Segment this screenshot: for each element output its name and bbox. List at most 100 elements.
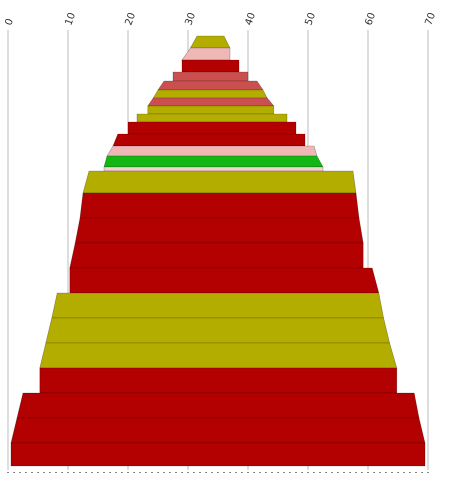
bottom-axis-mark — [409, 472, 411, 473]
pyramid-band — [69, 242, 364, 269]
bottom-axis-mark — [169, 472, 171, 473]
pyramid-band — [181, 47, 231, 61]
pyramid-band — [10, 442, 426, 467]
pyramid-band — [112, 133, 306, 147]
bottom-axis-mark — [121, 472, 123, 473]
x-tick-label-60: 60 — [363, 11, 378, 27]
bottom-axis-mark — [187, 472, 189, 473]
bottom-axis-mark — [331, 472, 333, 473]
pyramid-band — [189, 35, 231, 49]
bottom-axis-mark — [217, 472, 219, 473]
bottom-axis-mark — [265, 472, 267, 473]
bottom-axis-mark — [115, 472, 117, 473]
bottom-axis-mark — [97, 472, 99, 473]
bottom-axis-mark — [157, 472, 159, 473]
pyramid-band — [74, 217, 364, 244]
pyramid-band — [39, 367, 398, 394]
bottom-axis-mark — [199, 472, 201, 473]
bottom-axis-mark — [391, 472, 393, 473]
bottom-axis-mark — [319, 472, 321, 473]
tick-label-layer: 0 10 20 30 40 50 60 70 — [3, 11, 438, 27]
x-tick-label-50: 50 — [303, 11, 318, 27]
bottom-axis-mark — [7, 472, 9, 473]
bottom-axis-mark — [223, 472, 225, 473]
bottom-axis-mark — [241, 472, 243, 473]
x-tick-label-10: 10 — [63, 11, 78, 27]
pyramid-band — [172, 71, 249, 82]
bottom-axis-mark — [295, 472, 297, 473]
pyramid-band — [103, 155, 324, 168]
band-layer — [10, 35, 426, 467]
x-tick-label-0: 0 — [3, 17, 16, 27]
bottom-axis-mark — [397, 472, 399, 473]
pyramid-band — [79, 192, 360, 219]
bottom-axis-mark — [151, 472, 153, 473]
pyramid-band — [10, 417, 426, 444]
bottom-axis-mark — [37, 472, 39, 473]
bottom-axis-mark — [403, 472, 405, 473]
bottom-axis-mark — [127, 472, 129, 473]
bottom-axis-mark — [55, 472, 57, 473]
bottom-axis-mark — [85, 472, 87, 473]
bottom-axis-mark — [373, 472, 375, 473]
pyramid-band — [39, 342, 398, 369]
bottom-axis-mark — [427, 472, 429, 473]
bottom-axis-mark — [307, 472, 309, 473]
x-tick-label-20: 20 — [123, 11, 138, 27]
pyramid-band — [103, 166, 324, 172]
pyramid-band — [152, 89, 268, 99]
bottom-axis-mark — [277, 472, 279, 473]
bottom-axis-mark — [349, 472, 351, 473]
pyramid-band — [127, 121, 297, 135]
bottom-axis-mark — [235, 472, 237, 473]
pyramid-band — [45, 317, 390, 344]
bottom-axis-mark — [67, 472, 69, 473]
bottom-axis-mark — [25, 472, 27, 473]
bottom-axis-mark — [79, 472, 81, 473]
bottom-axis-mark — [421, 472, 423, 473]
bottom-axis-mark — [415, 472, 417, 473]
bottom-axis-mark — [211, 472, 213, 473]
pyramid-band — [147, 97, 275, 107]
pyramid-band — [181, 59, 240, 73]
bottom-axis-mark — [289, 472, 291, 473]
bottom-axis-mark — [325, 472, 327, 473]
bottom-axis-mark — [13, 472, 15, 473]
bottom-axis-mark — [379, 472, 381, 473]
bottom-axis-mark — [259, 472, 261, 473]
bottom-axis-mark — [301, 472, 303, 473]
bottom-axis-mark — [91, 472, 93, 473]
bottom-axis-mark — [367, 472, 369, 473]
pyramid-band — [147, 105, 275, 115]
pyramid-band — [157, 80, 264, 91]
bottom-axis-mark — [163, 472, 165, 473]
bottom-axis-mark — [247, 472, 249, 473]
bottom-axis-mark — [181, 472, 183, 473]
bottom-axis-mark — [19, 472, 21, 473]
pyramid-band — [51, 292, 384, 319]
bottom-axis-mark — [49, 472, 51, 473]
bottom-axis-mark — [175, 472, 177, 473]
pyramid-band — [69, 267, 380, 294]
x-tick-label-30: 30 — [183, 11, 198, 27]
bottom-axis-mark — [361, 472, 363, 473]
x-tick-label-70: 70 — [423, 11, 438, 27]
bottom-axis-mark — [43, 472, 45, 473]
bottom-axis-mark — [271, 472, 273, 473]
bottom-axis-mark — [31, 472, 33, 473]
pyramid-band — [16, 392, 420, 419]
bottom-axis-mark — [139, 472, 141, 473]
bottom-axis-mark — [229, 472, 231, 473]
bottom-axis-mark — [385, 472, 387, 473]
pyramid-band — [106, 145, 318, 157]
bottom-axis-mark — [283, 472, 285, 473]
bottom-axis-mark — [253, 472, 255, 473]
bottom-axis-mark — [193, 472, 195, 473]
bottom-axis-mark — [313, 472, 315, 473]
bottom-axis-mark — [103, 472, 105, 473]
bottom-axis-marks — [7, 472, 429, 473]
pyramid-band — [136, 113, 288, 123]
bottom-axis-mark — [133, 472, 135, 473]
